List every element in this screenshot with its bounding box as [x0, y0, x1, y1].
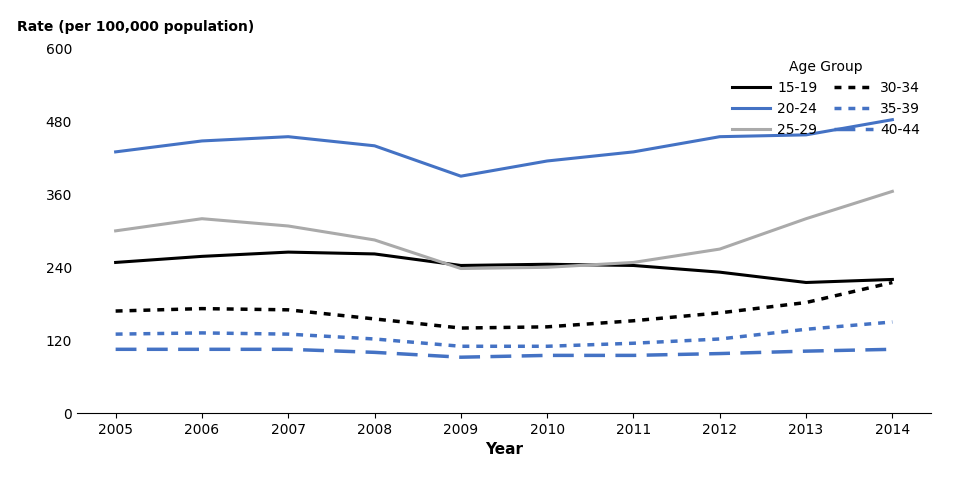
Text: Rate (per 100,000 population): Rate (per 100,000 population): [17, 20, 254, 34]
X-axis label: Year: Year: [485, 442, 523, 457]
Legend: 15-19, 20-24, 25-29, 30-34, 35-39, 40-44: 15-19, 20-24, 25-29, 30-34, 35-39, 40-44: [728, 55, 924, 141]
